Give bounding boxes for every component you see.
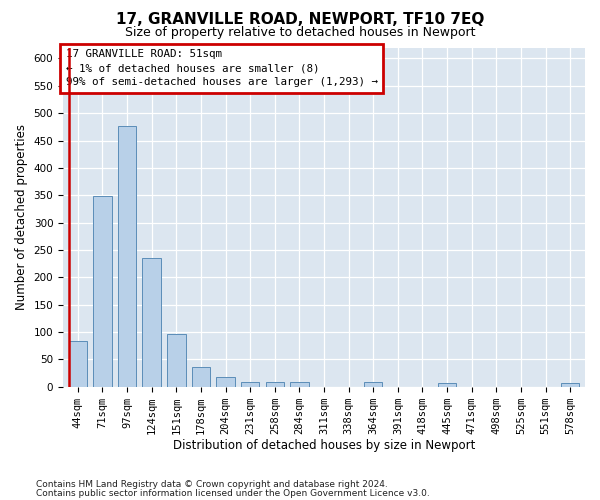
Bar: [290, 382, 308, 386]
Y-axis label: Number of detached properties: Number of detached properties: [15, 124, 28, 310]
Text: Contains public sector information licensed under the Open Government Licence v3: Contains public sector information licen…: [36, 489, 430, 498]
Bar: [241, 382, 259, 386]
Bar: [167, 334, 185, 386]
Bar: [142, 258, 161, 386]
Text: 17 GRANVILLE ROAD: 51sqm
← 1% of detached houses are smaller (8)
99% of semi-det: 17 GRANVILLE ROAD: 51sqm ← 1% of detache…: [65, 49, 377, 87]
Bar: [118, 126, 136, 386]
Bar: [93, 196, 112, 386]
Text: 17, GRANVILLE ROAD, NEWPORT, TF10 7EQ: 17, GRANVILLE ROAD, NEWPORT, TF10 7EQ: [116, 12, 484, 27]
Text: Contains HM Land Registry data © Crown copyright and database right 2024.: Contains HM Land Registry data © Crown c…: [36, 480, 388, 489]
Bar: [266, 382, 284, 386]
Bar: [364, 382, 382, 386]
Bar: [561, 384, 580, 386]
Bar: [191, 367, 210, 386]
X-axis label: Distribution of detached houses by size in Newport: Distribution of detached houses by size …: [173, 440, 475, 452]
Bar: [216, 378, 235, 386]
Text: Size of property relative to detached houses in Newport: Size of property relative to detached ho…: [125, 26, 475, 39]
Bar: [438, 383, 457, 386]
Bar: [68, 342, 87, 386]
